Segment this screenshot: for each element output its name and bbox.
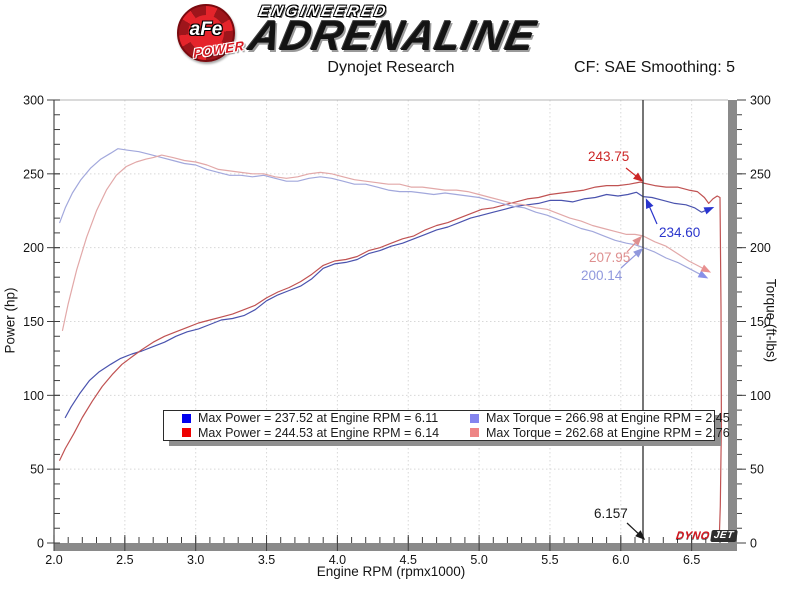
svg-text:50: 50 bbox=[30, 463, 44, 477]
legend-swatch-periwinkle bbox=[470, 413, 479, 423]
callout-value-200-14: 200.14 bbox=[581, 268, 623, 283]
svg-text:6.0: 6.0 bbox=[612, 553, 629, 567]
x-axis-title: Engine RPM (rpmx1000) bbox=[316, 564, 466, 579]
gridlines bbox=[54, 100, 728, 543]
chart-title: Dynojet Research bbox=[327, 59, 455, 76]
callout-value-207-95: 207.95 bbox=[589, 250, 631, 265]
legend-item-max-power-run1: Max Power = 237.52 at Engine RPM = 6.11 bbox=[182, 411, 470, 425]
svg-text:5.5: 5.5 bbox=[541, 553, 558, 567]
legend-swatch-salmon bbox=[470, 428, 479, 438]
svg-text:4.0: 4.0 bbox=[329, 553, 346, 567]
callout-arrows bbox=[620, 167, 658, 541]
svg-text:2.0: 2.0 bbox=[45, 553, 62, 567]
curve-torque-run-1 bbox=[59, 148, 709, 279]
svg-text:250: 250 bbox=[750, 167, 771, 181]
svg-text:50: 50 bbox=[750, 463, 764, 477]
svg-text:6.5: 6.5 bbox=[683, 553, 700, 567]
svg-text:3.5: 3.5 bbox=[258, 553, 275, 567]
svg-text:150: 150 bbox=[23, 315, 44, 329]
svg-text:300: 300 bbox=[23, 94, 44, 108]
svg-text:200: 200 bbox=[750, 241, 771, 255]
left-axis-title: Power (hp) bbox=[2, 287, 18, 354]
svg-text:250: 250 bbox=[23, 167, 44, 181]
svg-text:0: 0 bbox=[750, 537, 757, 551]
curve-power-run-1 bbox=[64, 191, 715, 419]
svg-text:2.5: 2.5 bbox=[116, 553, 133, 567]
curve-end-arrow bbox=[703, 206, 715, 215]
axis-ticks bbox=[47, 99, 746, 551]
bottom-axis-bar bbox=[54, 543, 737, 551]
callout-value-243-75: 243.75 bbox=[588, 149, 630, 164]
dynojet-logo-dyno: DYNO bbox=[675, 530, 711, 542]
callout-value-234-60: 234.60 bbox=[659, 225, 701, 240]
legend-label: Max Power = 237.52 at Engine RPM = 6.11 bbox=[198, 411, 439, 426]
svg-text:0: 0 bbox=[37, 537, 44, 551]
legend-label: Max Torque = 262.68 at Engine RPM = 2.76 bbox=[486, 425, 730, 440]
afe-logo-text: aFe bbox=[189, 19, 223, 40]
legend-label: Max Torque = 266.98 at Engine RPM = 2.45 bbox=[486, 411, 730, 426]
curve-torque-run-2 bbox=[61, 154, 712, 331]
svg-text:100: 100 bbox=[750, 389, 771, 403]
afe-power-logo: aFe POWER bbox=[177, 4, 244, 62]
correction-factor-label: CF: SAE Smoothing: 5 bbox=[574, 59, 735, 76]
svg-text:200: 200 bbox=[23, 241, 44, 255]
svg-text:5.0: 5.0 bbox=[470, 553, 487, 567]
legend-label: Max Power = 244.53 at Engine RPM = 6.14 bbox=[198, 425, 440, 440]
callout-value-6-157: 6.157 bbox=[594, 506, 628, 521]
legend-swatch-blue bbox=[182, 413, 191, 423]
dynojet-logo-jet: JET bbox=[709, 530, 738, 542]
tick-labels: 0 0 50 50 100 100 150 150 200 200 250 250 300 300 2.0 2… bbox=[23, 94, 771, 568]
dynojet-logo: DYNO JET bbox=[675, 530, 738, 542]
curve-end-arrow bbox=[697, 270, 709, 279]
svg-text:3.0: 3.0 bbox=[187, 553, 204, 567]
svg-text:150: 150 bbox=[750, 315, 771, 329]
right-axis-bar bbox=[728, 100, 737, 551]
curve-power-run-2 bbox=[59, 181, 723, 538]
svg-text:100: 100 bbox=[23, 389, 44, 403]
legend-item-max-torque-run2: Max Torque = 262.68 at Engine RPM = 2.76 bbox=[470, 426, 730, 440]
svg-text:300: 300 bbox=[750, 94, 771, 108]
curve-end-arrow bbox=[700, 264, 712, 273]
legend-swatch-red bbox=[182, 428, 191, 438]
right-axis-title: Torque (ft-lbs) bbox=[763, 278, 779, 363]
legend-item-max-power-run2: Max Power = 244.53 at Engine RPM = 6.14 bbox=[182, 426, 470, 440]
legend-box: Max Power = 237.52 at Engine RPM = 6.11 … bbox=[163, 410, 730, 441]
afe-logo-core bbox=[188, 15, 224, 51]
legend-item-max-torque-run1: Max Torque = 266.98 at Engine RPM = 2.45 bbox=[470, 411, 730, 425]
svg-text:4.5: 4.5 bbox=[400, 553, 417, 567]
